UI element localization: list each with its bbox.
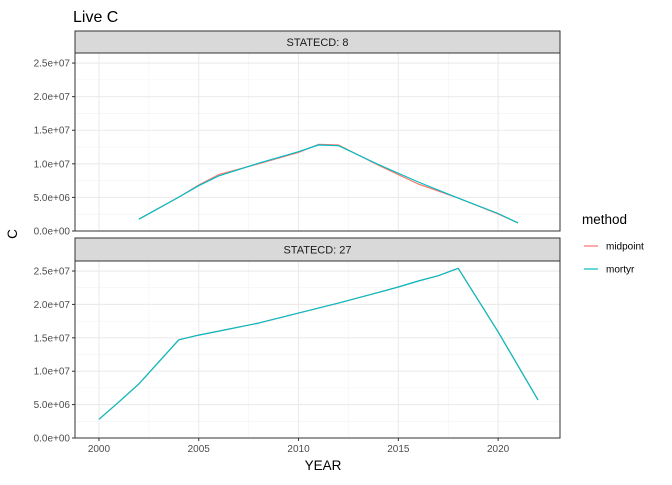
facet-strip <box>74 237 561 262</box>
x-tick-label: 2015 <box>387 444 410 455</box>
facet-panel: STATECD: 8 0.0e+00 5.0e+06 1.0e+07 1.5e+07 2.… <box>34 30 561 238</box>
y-tick-label: 0.0e+00 <box>34 434 71 445</box>
facet-strip-label: STATECD: 8 <box>287 37 349 49</box>
y-tick-label: 1.5e+07 <box>34 126 71 137</box>
panel-background <box>75 261 560 438</box>
facet-panel: STATECD: 27 0.0e+00 5.0e+06 1.0e+07 1.5e+07 2… <box>34 237 561 445</box>
x-axis: 2000 2005 2010 2015 2020 <box>88 438 510 455</box>
y-tick-label: 5.0e+06 <box>34 193 71 204</box>
series-line-mortyr <box>138 144 519 224</box>
y-tick-label: 2.5e+07 <box>34 267 71 278</box>
y-tick-label: 2.5e+07 <box>34 59 71 70</box>
y-tick-label: 1.5e+07 <box>34 333 71 344</box>
chart-title: Live C <box>73 9 118 26</box>
legend-label: mortyr <box>606 265 635 276</box>
x-tick-label: 2020 <box>487 444 510 455</box>
legend-item-midpoint: midpoint <box>584 242 644 253</box>
x-tick-label: 2010 <box>287 444 310 455</box>
y-tick-label: 2.0e+07 <box>34 300 71 311</box>
legend-title: method <box>582 212 627 227</box>
y-tick-label: 1.0e+07 <box>34 159 71 170</box>
y-tick-label: 1.0e+07 <box>34 367 71 378</box>
series-line-mortyr <box>98 267 539 420</box>
y-tick-label: 0.0e+00 <box>34 227 71 238</box>
legend: midpoint mortyr <box>584 242 644 276</box>
y-tick-label: 2.0e+07 <box>34 92 71 103</box>
legend-item-mortyr: mortyr <box>584 265 635 276</box>
y-axis-title: C <box>5 229 20 239</box>
facet-panels: STATECD: 8 0.0e+00 5.0e+06 1.0e+07 1.5e+07 2.… <box>34 30 561 455</box>
facet-strip-label: STATECD: 27 <box>283 245 351 257</box>
x-tick-label: 2000 <box>88 444 111 455</box>
panel-background <box>75 53 560 231</box>
facet-strip <box>74 30 561 54</box>
x-tick-label: 2005 <box>188 444 211 455</box>
legend-label: midpoint <box>606 242 644 253</box>
x-axis-title: YEAR <box>305 458 342 473</box>
y-tick-label: 5.0e+06 <box>34 400 71 411</box>
